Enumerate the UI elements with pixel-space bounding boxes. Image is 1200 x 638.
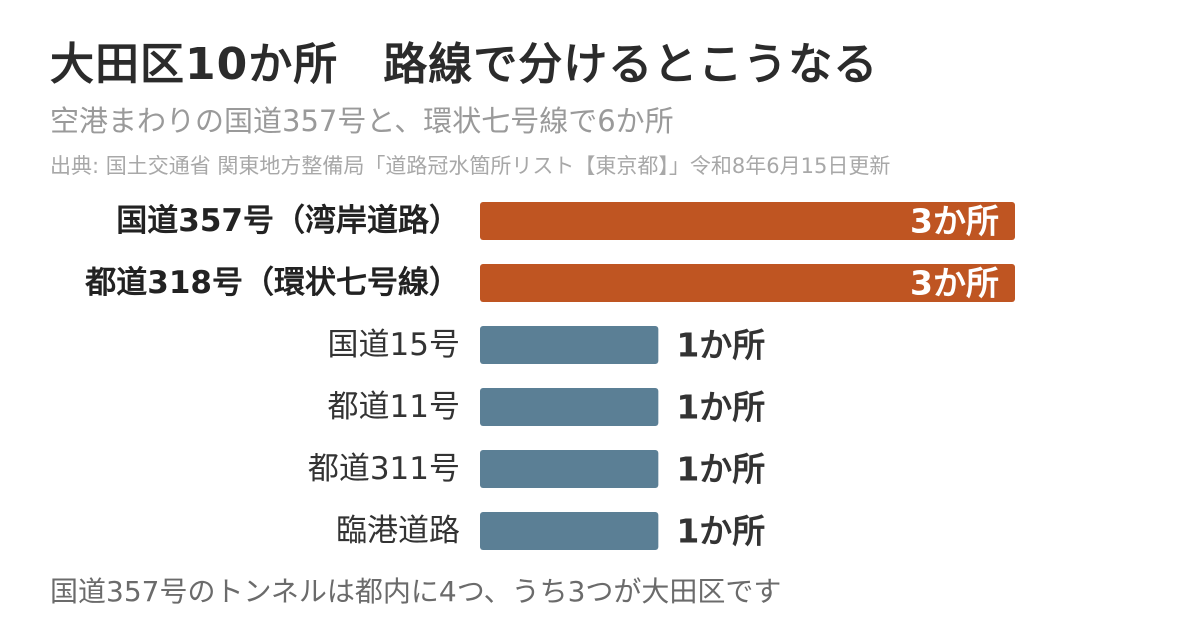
bar bbox=[480, 264, 1015, 302]
value-label: 3か所 bbox=[910, 202, 999, 241]
chart-title: 大田区10か所 路線で分けるとこうなる bbox=[50, 39, 879, 90]
value-label: 1か所 bbox=[676, 450, 765, 489]
bar bbox=[480, 202, 1015, 240]
value-label: 3か所 bbox=[910, 264, 999, 303]
bar bbox=[480, 450, 659, 488]
bar bbox=[480, 512, 659, 550]
category-label: 国道357号（湾岸道路） bbox=[116, 203, 460, 239]
category-label: 都道318号（環状七号線） bbox=[84, 265, 460, 301]
category-label: 臨港道路 bbox=[336, 513, 460, 549]
footnote: 国道357号のトンネルは都内に4つ、うち3つが大田区です bbox=[50, 575, 782, 608]
value-label: 1か所 bbox=[676, 388, 765, 427]
source-note: 出典: 国土交通省 関東地方整備局「道路冠水箇所リスト【東京都】」令和8年6月1… bbox=[50, 154, 891, 178]
bar bbox=[480, 388, 659, 426]
category-label: 都道311号 bbox=[308, 451, 460, 487]
value-label: 1か所 bbox=[676, 326, 765, 365]
category-label: 国道15号 bbox=[328, 327, 460, 363]
bar bbox=[480, 326, 659, 364]
category-label: 都道11号 bbox=[328, 389, 460, 425]
chart-subtitle: 空港まわりの国道357号と、環状七号線で6か所 bbox=[50, 104, 674, 138]
value-label: 1か所 bbox=[676, 512, 765, 551]
